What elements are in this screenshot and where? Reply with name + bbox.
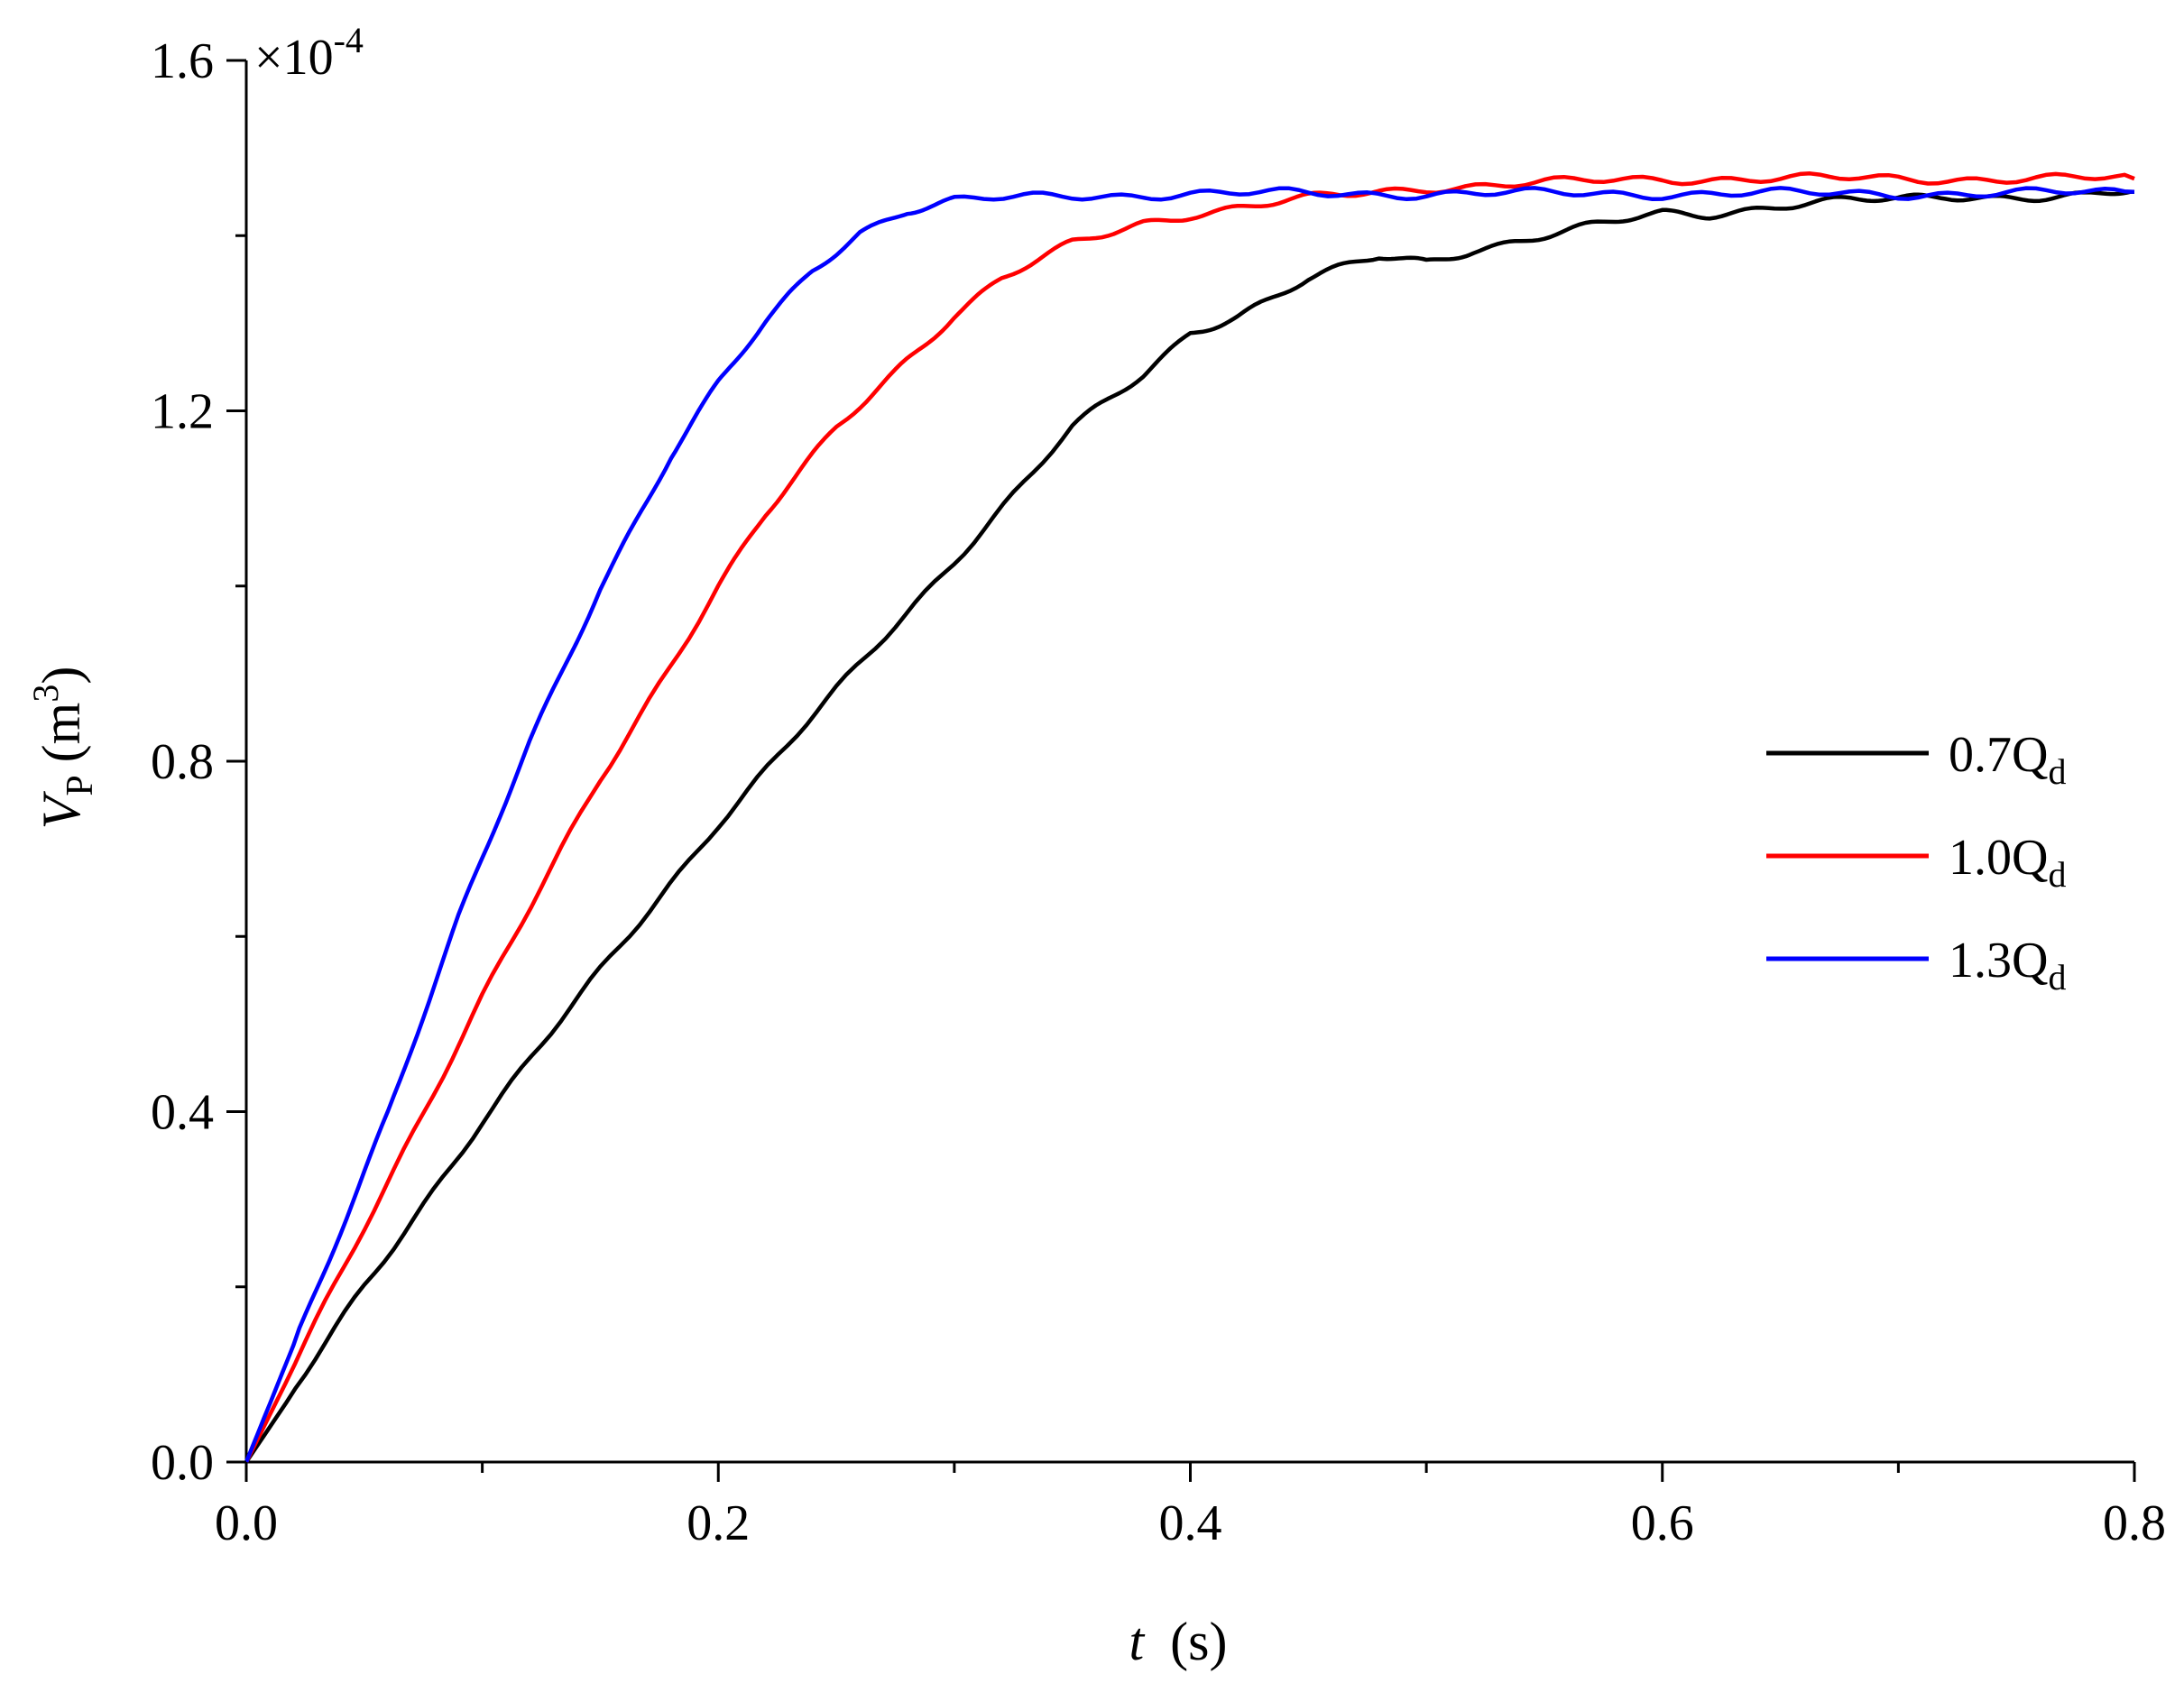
y-axis-multiplier: ×10-4 <box>254 20 364 86</box>
x-tick-label: 0.4 <box>1159 1495 1222 1551</box>
legend-label-main: 0.7Q <box>1949 727 2048 783</box>
axes <box>244 60 2134 1464</box>
series-line-2 <box>244 171 2135 1464</box>
y-tick-label: 0.0 <box>151 1435 214 1491</box>
y-tick-label: 0.4 <box>151 1085 214 1141</box>
x-tick-label: 0.8 <box>2103 1495 2166 1551</box>
y-tick-label: 1.2 <box>151 384 214 440</box>
legend-label-main: 1.0Q <box>1949 830 2048 886</box>
y-axis-variable: V <box>32 790 91 829</box>
legend-label-main: 1.3Q <box>1949 933 2048 989</box>
legend-label-subscript: d <box>2048 854 2066 895</box>
y-axis-unit-close: ) <box>32 667 91 685</box>
x-axis-variable: t <box>1129 1612 1146 1671</box>
x-tick-label: 0.6 <box>1631 1495 1694 1551</box>
x-axis-title: t (s) <box>1129 1612 1228 1671</box>
legend-label-subscript: d <box>2048 957 2066 998</box>
series-layer <box>244 171 2135 1464</box>
y-tick-label: 1.6 <box>151 33 214 89</box>
legend-label-2: 1.0Qd <box>1949 830 2066 895</box>
legend-label-1: 0.7Qd <box>1949 727 2066 792</box>
x-tick-label: 0.2 <box>687 1495 750 1551</box>
y-axis-title: VP (m3) <box>25 667 101 830</box>
x-tick-label: 0.0 <box>215 1495 278 1551</box>
y-axis-subscript: P <box>60 775 101 796</box>
ticks <box>226 59 2136 1482</box>
series-line-1 <box>244 189 2134 1464</box>
y-axis-unit-open: (m <box>32 703 91 763</box>
y-tick-label: 0.8 <box>151 734 214 790</box>
legend-label-3: 1.3Qd <box>1949 933 2066 998</box>
x-axis-unit: (s) <box>1170 1612 1227 1671</box>
multiplier-base: ×10 <box>254 30 334 86</box>
tick-labels: 0.0 0.2 0.4 0.6 0.8 0.0 0.4 0.8 1.2 1.6 <box>151 33 2166 1551</box>
series-line-3 <box>244 186 2135 1463</box>
legend-label-subscript: d <box>2048 751 2066 792</box>
y-axis-unit-superscript: 3 <box>25 685 66 703</box>
multiplier-exponent: -4 <box>334 20 364 60</box>
